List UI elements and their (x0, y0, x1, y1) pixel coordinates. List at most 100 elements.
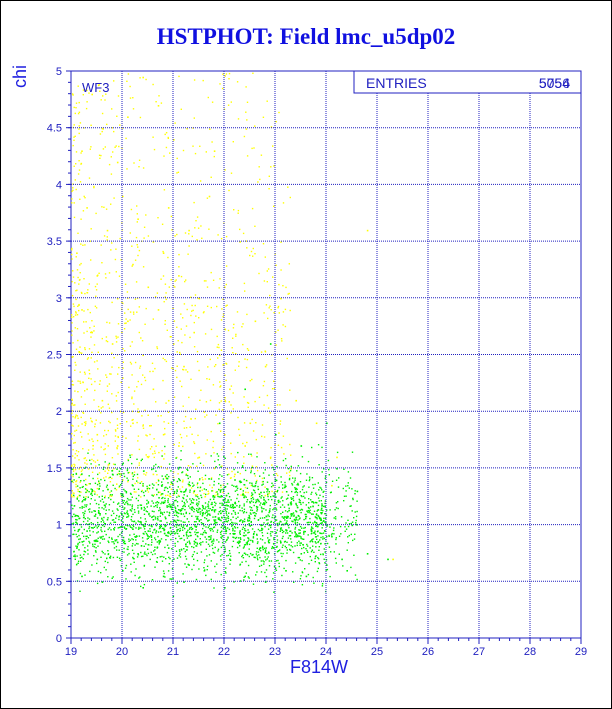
data-point (91, 564, 93, 566)
data-point (83, 514, 85, 516)
data-point (122, 377, 124, 379)
data-point (208, 478, 210, 480)
data-point (71, 464, 73, 466)
data-point (295, 510, 297, 512)
data-point (103, 466, 105, 468)
data-point (83, 506, 85, 508)
data-point (71, 398, 73, 400)
data-point (178, 495, 180, 498)
data-point (295, 503, 297, 506)
data-point (138, 462, 140, 464)
data-point (170, 538, 172, 541)
data-point (305, 575, 308, 578)
data-point (281, 491, 284, 493)
data-point (156, 504, 159, 506)
data-point (350, 533, 352, 536)
data-point (243, 552, 246, 554)
data-point (213, 496, 216, 498)
data-point (169, 336, 171, 338)
data-point (176, 376, 178, 379)
data-point (291, 513, 294, 515)
data-point (246, 155, 249, 157)
data-point (229, 388, 231, 391)
data-point (270, 560, 273, 562)
data-point (321, 527, 323, 529)
data-point (191, 304, 193, 307)
data-point (152, 388, 155, 391)
data-point (254, 475, 256, 477)
data-point (79, 474, 82, 476)
data-point (73, 136, 75, 138)
data-point (261, 529, 263, 532)
data-point (314, 521, 316, 524)
data-point (250, 455, 253, 457)
data-point (214, 546, 216, 549)
data-point (73, 165, 75, 167)
data-point (258, 166, 260, 168)
data-point (226, 514, 228, 516)
data-point (110, 156, 112, 158)
data-point (167, 422, 170, 424)
data-point (161, 497, 163, 500)
data-point (224, 550, 226, 553)
data-point (179, 556, 182, 558)
data-point (107, 540, 109, 542)
data-point (144, 323, 146, 325)
data-point (311, 501, 313, 503)
data-point (199, 145, 201, 147)
data-point (297, 482, 299, 485)
data-point (136, 221, 138, 223)
data-point (304, 530, 306, 533)
data-point (185, 474, 187, 476)
data-point (223, 456, 225, 458)
data-point (196, 239, 198, 241)
data-point (195, 541, 197, 544)
data-point (123, 475, 126, 478)
data-point (178, 535, 180, 537)
y-tick-label: 2.5 (47, 350, 62, 362)
data-point (314, 530, 316, 532)
data-point (154, 549, 156, 551)
data-point (354, 493, 356, 495)
data-point (109, 494, 112, 496)
data-point (143, 533, 145, 535)
data-point (260, 560, 262, 562)
data-point (262, 535, 264, 537)
data-point (218, 478, 220, 480)
data-point (214, 509, 217, 511)
data-point (248, 531, 250, 533)
data-point (126, 502, 129, 505)
data-point (95, 502, 98, 505)
data-point (189, 466, 192, 468)
data-point (147, 535, 149, 537)
data-point (231, 545, 234, 548)
data-point (156, 292, 159, 294)
data-point (131, 507, 133, 510)
data-point (71, 330, 73, 332)
data-point (83, 540, 85, 542)
data-point (123, 472, 125, 475)
data-point (124, 512, 126, 515)
data-point (131, 374, 133, 376)
data-point (166, 511, 168, 513)
data-point (113, 130, 115, 133)
data-point (179, 537, 181, 540)
data-point (203, 567, 205, 569)
data-point (326, 568, 329, 571)
data-point (204, 569, 206, 571)
data-point (279, 540, 282, 542)
data-point (288, 535, 291, 537)
data-point (199, 508, 201, 510)
data-point (345, 495, 347, 497)
data-point (246, 501, 248, 503)
data-point (335, 502, 338, 504)
data-point (72, 303, 75, 305)
data-point (190, 508, 193, 510)
data-point (290, 465, 292, 468)
data-point (110, 203, 112, 205)
data-point (111, 242, 113, 244)
x-tick-label: 20 (116, 646, 128, 658)
data-point (240, 481, 243, 483)
data-point (123, 526, 126, 528)
data-point (171, 482, 173, 484)
